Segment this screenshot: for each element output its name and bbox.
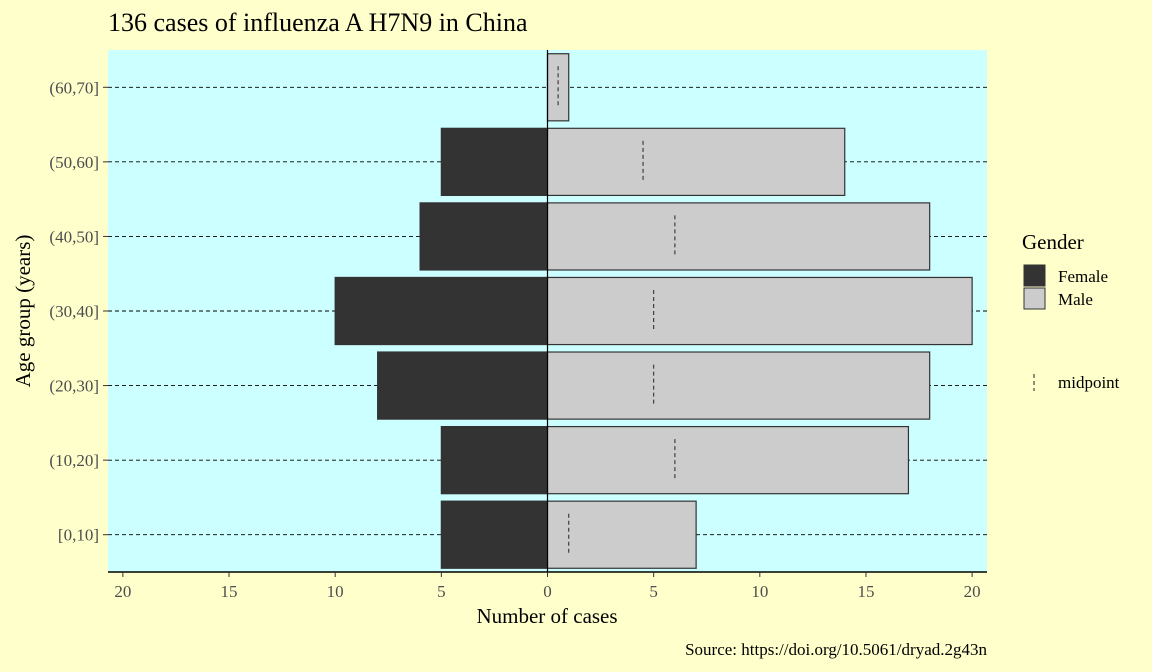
bar-male: [546, 351, 931, 420]
x-tick-label: 20: [964, 582, 981, 601]
bar-male: [546, 276, 973, 346]
midpoint-markers: [557, 66, 676, 556]
x-tick-label: 10: [327, 582, 344, 601]
bar-male: [546, 425, 910, 495]
bar-male: [546, 500, 697, 569]
legend-male-swatch: [1023, 287, 1046, 310]
x-tick-label: 5: [649, 582, 658, 601]
bar-female: [440, 127, 549, 197]
legend-female-label: Female: [1058, 267, 1108, 286]
legend: Gender Female Male midpoint: [1022, 230, 1120, 392]
x-tick-label: 10: [751, 582, 768, 601]
legend-female-swatch: [1023, 264, 1046, 287]
y-tick-label: (40,50]: [49, 227, 99, 246]
x-tick-label: 0: [543, 582, 552, 601]
x-tick-label: 5: [437, 582, 446, 601]
bar-male: [546, 127, 846, 197]
y-tick-label: (60,70]: [49, 78, 99, 97]
legend-midpoint-label: midpoint: [1058, 373, 1120, 392]
x-tick-label: 15: [857, 582, 874, 601]
bar-female: [440, 500, 549, 569]
y-tick-label: (20,30]: [49, 377, 99, 396]
y-axis-ticks: [0,10] (10,20] (20,30] (30,40] (40,50] (50,60…: [49, 78, 108, 545]
bar-male: [546, 202, 931, 271]
legend-title: Gender: [1022, 230, 1084, 254]
bar-female: [377, 351, 549, 420]
bar-female: [419, 202, 549, 271]
y-tick-label: (10,20]: [49, 451, 99, 470]
bar-female: [334, 276, 549, 346]
y-tick-label: (30,40]: [49, 302, 99, 321]
bar-female: [440, 425, 549, 495]
source-caption: Source: https://doi.org/10.5061/dryad.2g…: [685, 640, 987, 659]
y-tick-label: (50,60]: [49, 153, 99, 172]
bars: [334, 53, 973, 569]
x-tick-label: 15: [221, 582, 238, 601]
y-axis-title: Age group (years): [11, 235, 35, 388]
chart-title: 136 cases of influenza A H7N9 in China: [108, 8, 528, 37]
x-axis-title: Number of cases: [476, 604, 617, 628]
legend-male-label: Male: [1058, 290, 1093, 309]
y-tick-label: [0,10]: [58, 526, 99, 545]
x-axis-ticks: 20 15 10 5 0 5 10 15 20: [114, 572, 981, 601]
x-tick-label: 20: [114, 582, 131, 601]
